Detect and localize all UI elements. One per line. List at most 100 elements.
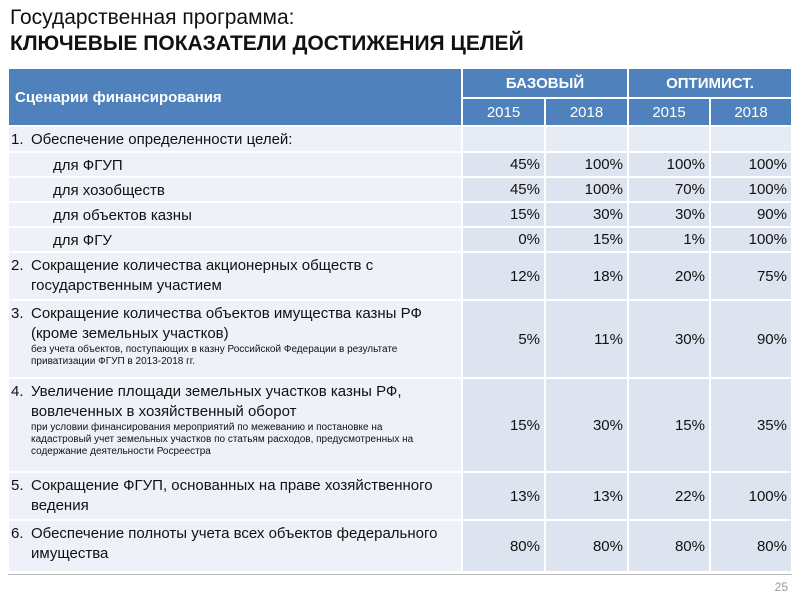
- value-cell: 100%: [545, 177, 628, 202]
- value-cell: 100%: [710, 227, 792, 252]
- year-header: 2015: [462, 98, 545, 126]
- value-cell: 18%: [545, 252, 628, 300]
- row-number: 6.: [11, 525, 24, 542]
- row-number: 5.: [11, 477, 24, 494]
- value-cell: 30%: [628, 202, 710, 227]
- value-cell: 100%: [628, 152, 710, 177]
- value-cell: 80%: [545, 520, 628, 572]
- row-label: Сокращение количества акционерных общест…: [31, 257, 374, 294]
- row-number: 3.: [11, 305, 24, 322]
- value: 100%: [584, 181, 623, 198]
- value-cell: 100%: [710, 177, 792, 202]
- footer-rule: [8, 574, 792, 575]
- value-cell: 13%: [545, 472, 628, 520]
- value: 18%: [592, 267, 623, 285]
- row-text: для хозобществ: [53, 181, 433, 201]
- title: Государственная программа:: [10, 6, 295, 29]
- row-text: для ФГУ: [53, 231, 433, 251]
- value-cell: [462, 126, 545, 152]
- value: 15%: [509, 416, 540, 434]
- value: 15%: [509, 206, 540, 223]
- value: 35%: [756, 416, 787, 434]
- value: 0%: [518, 231, 540, 248]
- value-cell: 70%: [628, 177, 710, 202]
- value-cell: 80%: [462, 520, 545, 572]
- value-cell: 30%: [545, 378, 628, 472]
- row-text: Сокращение количества акционерных общест…: [31, 256, 441, 296]
- value-cell: 15%: [628, 378, 710, 472]
- value-cell: 13%: [462, 472, 545, 520]
- value-cell: 15%: [462, 202, 545, 227]
- value: 13%: [509, 487, 540, 505]
- value: 80%: [674, 537, 705, 555]
- value-cell: 100%: [710, 152, 792, 177]
- value-cell: 75%: [710, 252, 792, 300]
- subtitle: КЛЮЧЕВЫЕ ПОКАЗАТЕЛИ ДОСТИЖЕНИЯ ЦЕЛЕЙ: [10, 32, 524, 55]
- row-text: Обеспечение определенности целей:: [31, 130, 441, 150]
- row-label-cell: 5. Сокращение ФГУП, основанных на праве х…: [8, 472, 462, 520]
- row-label-cell: 1. Обеспечение определенности целей:: [8, 126, 462, 152]
- row-label-cell: 4. Увеличение площади земельных участков …: [8, 378, 462, 472]
- value: 100%: [748, 156, 787, 173]
- value: 30%: [592, 206, 623, 223]
- row-label-cell: для объектов казны: [8, 202, 462, 227]
- row-label: для ФГУ: [53, 232, 112, 249]
- value-cell: 30%: [628, 300, 710, 378]
- row-number: 1.: [11, 131, 24, 148]
- row-text: Сокращение количества объектов имущества…: [31, 304, 441, 368]
- value: 70%: [674, 181, 705, 198]
- row-label-cell: 2. Сокращение количества акционерных обще…: [8, 252, 462, 300]
- year-header: 2015: [628, 98, 710, 126]
- value: 100%: [666, 156, 705, 173]
- value-cell: 11%: [545, 300, 628, 378]
- value: 30%: [674, 330, 705, 348]
- value-cell: 90%: [710, 202, 792, 227]
- value: 100%: [584, 156, 623, 173]
- value-cell: 80%: [628, 520, 710, 572]
- value: 80%: [756, 537, 787, 555]
- page-number: 25: [774, 580, 788, 594]
- value-cell: 100%: [710, 472, 792, 520]
- group-header: БАЗОВЫЙ: [462, 68, 628, 98]
- row-note: без учета объектов, поступающих в казну …: [31, 344, 398, 367]
- value-cell: 90%: [710, 300, 792, 378]
- row-label: для хозобществ: [53, 182, 165, 199]
- value: 80%: [509, 537, 540, 555]
- row-label: для объектов казны: [53, 207, 192, 224]
- row-text: для объектов казны: [53, 206, 433, 226]
- value: 15%: [592, 231, 623, 248]
- value: 100%: [748, 487, 787, 505]
- value-cell: 30%: [545, 202, 628, 227]
- row-label-cell: для ФГУ: [8, 227, 462, 252]
- value: 75%: [756, 267, 787, 285]
- value: 45%: [509, 156, 540, 173]
- value: 20%: [674, 267, 705, 285]
- value: 100%: [748, 231, 787, 248]
- value: 15%: [674, 416, 705, 434]
- year-header: 2018: [545, 98, 628, 126]
- row-label: Увеличение площади земельных участков ка…: [31, 383, 402, 420]
- value-cell: 0%: [462, 227, 545, 252]
- value: 1%: [683, 231, 705, 248]
- value-cell: 80%: [710, 520, 792, 572]
- value-cell: [628, 126, 710, 152]
- row-text: Увеличение площади земельных участков ка…: [31, 382, 441, 458]
- row-label: для ФГУП: [53, 157, 123, 174]
- row-text: Обеспечение полноты учета всех объектов …: [31, 524, 441, 564]
- value: 11%: [594, 330, 623, 348]
- value: 45%: [509, 181, 540, 198]
- row-number: 2.: [11, 257, 24, 274]
- row-label-cell: 3. Сокращение количества объектов имущест…: [8, 300, 462, 378]
- value-cell: 100%: [545, 152, 628, 177]
- row-text: Сокращение ФГУП, основанных на праве хоз…: [31, 476, 441, 516]
- row-label-cell: 6. Обеспечение полноты учета всех объекто…: [8, 520, 462, 572]
- year-header: 2018: [710, 98, 792, 126]
- value: 12%: [509, 267, 540, 285]
- value: 5%: [518, 330, 540, 348]
- value: 100%: [748, 181, 787, 198]
- group-header: ОПТИМИСТ.: [628, 68, 792, 98]
- row-number: 4.: [11, 383, 24, 400]
- value-cell: 20%: [628, 252, 710, 300]
- value-cell: 15%: [462, 378, 545, 472]
- value: 30%: [674, 206, 705, 223]
